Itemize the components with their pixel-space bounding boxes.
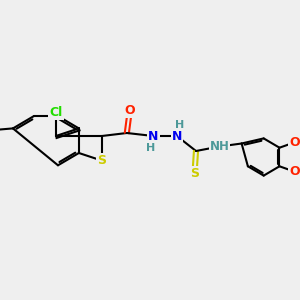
Text: O: O — [290, 165, 300, 178]
Text: NH: NH — [210, 140, 230, 153]
Text: S: S — [97, 154, 106, 167]
Text: H: H — [146, 143, 155, 153]
Text: Cl: Cl — [49, 106, 62, 118]
Text: O: O — [124, 104, 135, 117]
Text: S: S — [190, 167, 199, 180]
Text: O: O — [290, 136, 300, 149]
Text: H: H — [175, 120, 184, 130]
Text: N: N — [148, 130, 158, 142]
Text: N: N — [172, 130, 182, 142]
